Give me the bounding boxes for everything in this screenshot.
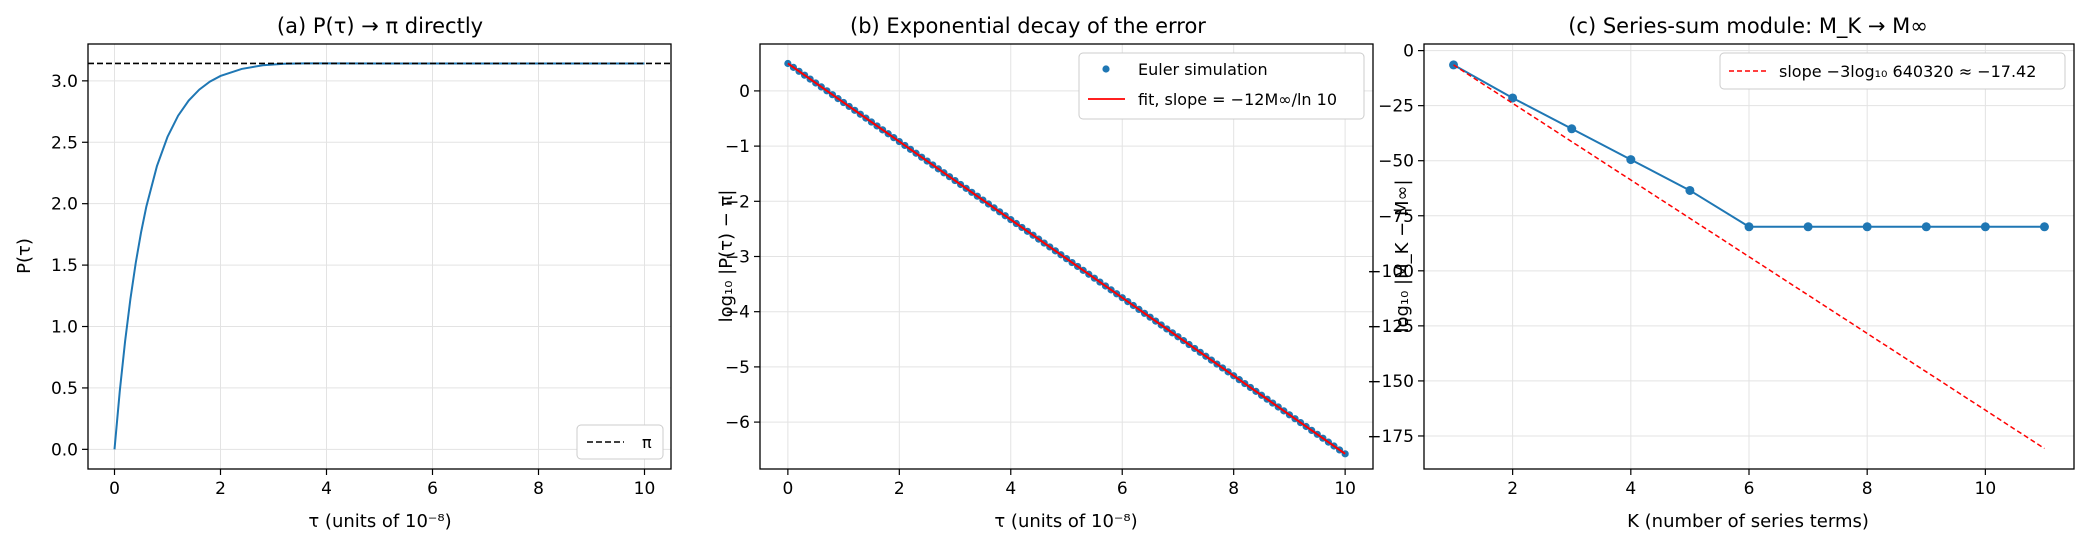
legend-fit-label: fit, slope = −12M∞/ln 10 [1138,90,1337,109]
x-tick-label: 4 [321,479,332,499]
y-tick-label: −50 [1378,152,1414,172]
y-tick-label: −3 [725,248,750,268]
panel-a-legend: π [576,424,664,460]
x-tick-label: 8 [533,479,544,499]
panel-a-frame [87,43,672,470]
y-tick-label: −1 [725,137,750,157]
y-tick-label: −175 [1367,427,1414,447]
panel-b-xlabel: τ (units of 10⁻⁸) [994,511,1137,532]
panel-b-grid [760,44,1373,469]
y-tick-label: 2.5 [51,133,78,153]
panel-a-grid [88,44,671,469]
y-tick-label: 0 [739,82,750,102]
legend-euler-swatch [1102,65,1110,73]
panel-b-ticks: 0 2 4 6 8 10 −6 −5 −4 −3 −2 −1 0 [725,82,1356,499]
panel-c-grid [1424,44,2074,469]
x-tick-label: 10 [1975,479,1997,499]
x-tick-label: 6 [1744,479,1755,499]
y-tick-label: −6 [725,413,750,433]
panel-b-ylabel: log₁₀ |P(τ) − π| [716,190,737,323]
y-tick-label: −100 [1367,262,1414,282]
x-tick-label: 2 [894,479,905,499]
panel-a-ylabel: P(τ) [14,238,35,274]
slope-reference-line [1453,64,2045,450]
x-tick-label: 2 [215,479,226,499]
x-tick-label: 6 [427,479,438,499]
fit-line [787,62,1346,455]
series-marker [1921,222,1931,232]
y-tick-label: −125 [1367,317,1414,337]
series-marker [1685,185,1695,195]
series-marker [1508,93,1518,103]
panel-a-title: (a) P(τ) → π directly [277,14,483,38]
y-tick-label: 0.0 [51,440,78,460]
x-tick-label: 10 [634,479,656,499]
y-tick-label: −25 [1378,97,1414,117]
x-tick-label: 6 [1117,479,1128,499]
y-tick-label: 3.0 [51,72,78,92]
panel-a: (a) P(τ) → π directly 0 2 4 6 8 10 0.0 0.5 1.0 1.… [14,14,672,532]
series-marker [1862,222,1872,232]
series-marker [2039,222,2049,232]
panel-c-xlabel: K (number of series terms) [1627,511,1869,532]
y-tick-label: 1.0 [51,318,78,338]
panel-a-marks [88,62,671,450]
y-tick-label: −75 [1378,207,1414,227]
panel-a-xlabel: τ (units of 10⁻⁸) [308,511,451,532]
series-line [113,62,645,450]
x-tick-label: 8 [1228,479,1239,499]
x-tick-label: 10 [1334,479,1356,499]
panel-b-title: (b) Exponential decay of the error [850,14,1206,38]
x-tick-label: 4 [1625,479,1636,499]
series-marker [1449,60,1459,70]
panel-c: (c) Series-sum module: M_K → M∞ 2 4 6 8 10 0 −… [1367,14,2075,532]
panel-b: (b) Exponential decay of the error 0 2 4 6 8… [716,14,1374,532]
panel-c-title: (c) Series-sum module: M_K → M∞ [1568,14,1928,39]
series-marker [1744,222,1754,232]
legend-pi-label: π [642,433,652,452]
x-tick-label: 4 [1005,479,1016,499]
series-marker [1567,124,1577,134]
panel-b-legend-box [1078,52,1365,120]
panel-c-marks [1449,60,2049,450]
x-tick-label: 0 [782,479,793,499]
y-tick-label: 0.5 [51,379,78,399]
y-tick-label: 0 [1403,42,1414,62]
y-tick-label: −5 [725,358,750,378]
panel-c-legend-box [1719,52,2066,90]
y-tick-label: 2.0 [51,195,78,215]
series-marker [1980,222,1990,232]
y-tick-label: −150 [1367,372,1414,392]
x-tick-label: 2 [1507,479,1518,499]
y-tick-label: −4 [725,303,750,323]
y-tick-label: 1.5 [51,256,78,276]
panel-a-ticks: 0 2 4 6 8 10 0.0 0.5 1.0 1.5 2.0 2.5 3.0 [51,72,655,499]
x-tick-label: 8 [1862,479,1873,499]
x-tick-label: 0 [109,479,120,499]
panel-c-legend: slope −3log₁₀ 640320 ≈ −17.42 [1719,52,2066,90]
legend-euler-label: Euler simulation [1138,60,1268,79]
series-marker [1626,155,1636,165]
panel-c-ticks: 2 4 6 8 10 0 −25 −50 −75 −100 −125 −150 −175 [1367,42,1996,499]
panel-b-marks [784,59,1349,458]
legend-slope-label: slope −3log₁₀ 640320 ≈ −17.42 [1779,62,2036,81]
panel-c-ylabel: log₁₀ |M_K − M∞| [1392,179,1413,332]
panel-b-legend: Euler simulation fit, slope = −12M∞/ln 1… [1078,52,1365,120]
y-tick-label: −2 [725,192,750,212]
series-marker [1803,222,1813,232]
